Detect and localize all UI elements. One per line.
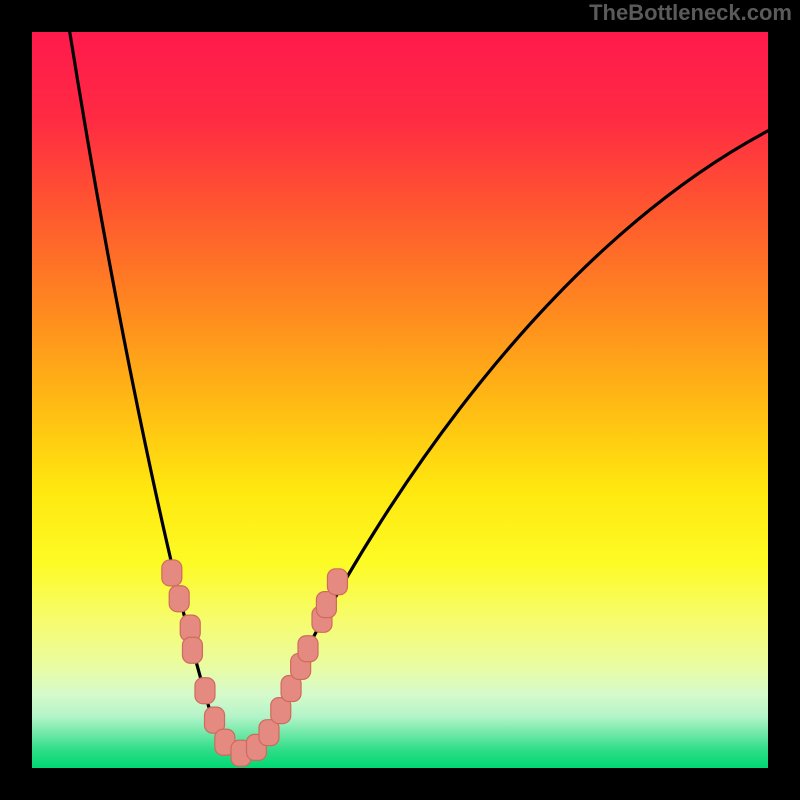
chart-stage: TheBottleneck.com bbox=[0, 0, 800, 800]
data-marker bbox=[169, 586, 189, 612]
data-marker bbox=[162, 560, 182, 586]
data-marker bbox=[182, 637, 202, 663]
gradient-background bbox=[32, 32, 768, 768]
data-marker bbox=[316, 592, 336, 618]
data-marker bbox=[327, 569, 347, 595]
data-marker bbox=[195, 678, 215, 704]
data-marker bbox=[298, 636, 318, 662]
chart-svg bbox=[0, 0, 800, 800]
